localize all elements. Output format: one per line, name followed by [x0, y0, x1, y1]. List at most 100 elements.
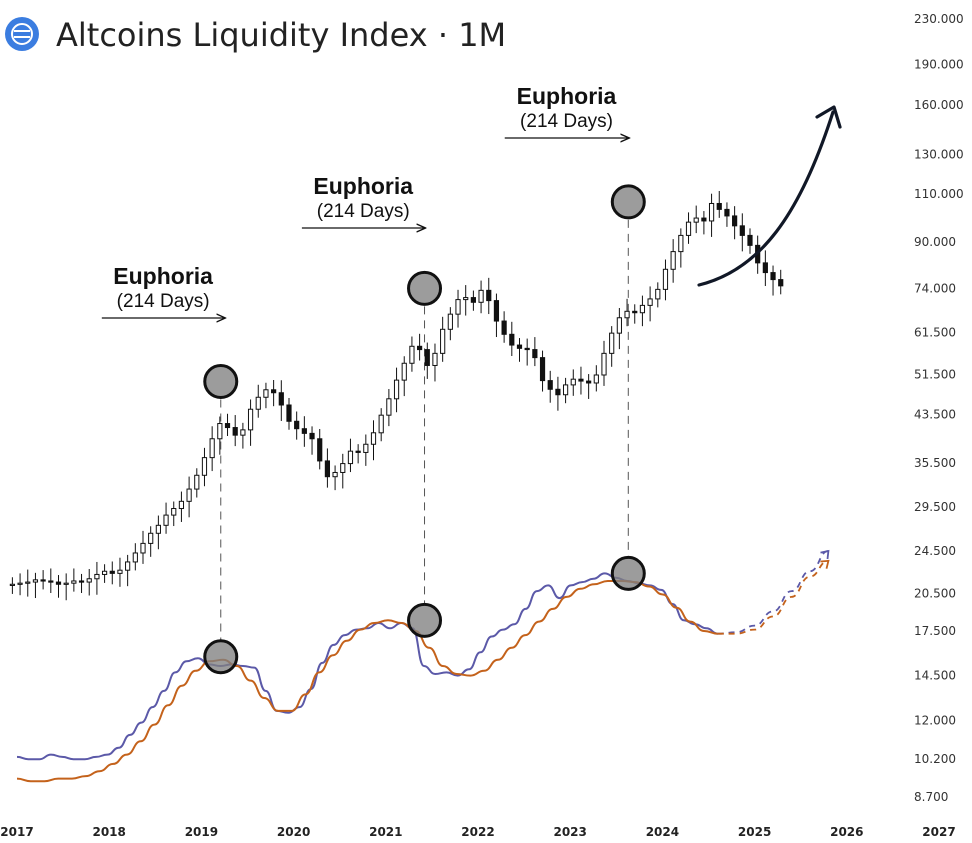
- candle: [378, 408, 384, 442]
- candle: [693, 205, 699, 234]
- candle-body: [455, 299, 461, 315]
- euphoria-annotation: Euphoria(214 Days): [504, 83, 629, 138]
- candle: [148, 526, 154, 557]
- candle-body: [708, 202, 715, 222]
- candle: [762, 250, 768, 287]
- price-candles: [9, 190, 784, 601]
- candle-body: [647, 298, 653, 306]
- x-tick-label: 2026: [830, 825, 863, 839]
- candle: [78, 573, 85, 593]
- y-tick-label: 190.000: [914, 57, 964, 71]
- candle-body: [693, 217, 699, 223]
- candle: [370, 420, 377, 461]
- candle-body: [701, 217, 707, 222]
- candle-body: [524, 347, 530, 351]
- y-tick-label: 29.500: [914, 500, 956, 514]
- indicator-peak-marker: [203, 639, 239, 675]
- projection-arrow: [697, 105, 842, 287]
- candle-body: [601, 352, 607, 376]
- candle-body: [178, 500, 185, 510]
- candle-body: [32, 579, 39, 583]
- candle-body: [624, 310, 630, 319]
- candle: [685, 212, 692, 244]
- candle: [493, 293, 500, 338]
- candle: [555, 376, 561, 411]
- candle: [63, 573, 69, 601]
- candle: [71, 568, 77, 592]
- candle: [224, 413, 231, 437]
- annotation-title: Euphoria: [517, 83, 617, 109]
- candle-body: [194, 474, 200, 490]
- candle: [747, 228, 753, 254]
- candle-body: [501, 320, 507, 335]
- x-axis: 2017 2018 2019 2020 2021 2022 2023 2024 2025 2026…: [0, 825, 955, 839]
- candle-body: [317, 438, 323, 462]
- candle: [632, 304, 638, 324]
- candle: [447, 307, 453, 341]
- y-tick-label: 24.500: [914, 544, 956, 558]
- candle: [601, 340, 607, 386]
- x-tick-label: 2025: [738, 825, 771, 839]
- projection-arrowhead: [820, 559, 830, 569]
- euphoria-annotation: Euphoria(214 Days): [301, 173, 425, 228]
- price-peak-marker: [203, 364, 239, 400]
- candle-body: [470, 297, 476, 303]
- candle-body: [240, 429, 246, 436]
- candle-body: [539, 357, 546, 382]
- y-tick-label: 10.200: [914, 752, 956, 766]
- y-tick-label: 14.500: [914, 669, 956, 683]
- annotation-subtitle: (214 Days): [520, 111, 613, 132]
- candle: [539, 350, 546, 392]
- candle-body: [209, 438, 215, 459]
- y-tick-label: 43.500: [914, 408, 956, 422]
- candle: [340, 453, 346, 489]
- y-tick-label: 130.000: [914, 148, 964, 162]
- candle: [409, 336, 415, 372]
- candle-body: [71, 580, 77, 584]
- candle-body: [17, 582, 23, 585]
- chart-header: Altcoins Liquidity Index · 1M: [5, 16, 506, 54]
- y-tick-label: 90.000: [914, 235, 956, 249]
- candle-body: [739, 225, 745, 236]
- candle: [670, 239, 676, 283]
- candle-body: [86, 578, 92, 583]
- indicator-line: [16, 572, 718, 761]
- candle-body: [101, 570, 108, 575]
- candle-body: [578, 378, 584, 382]
- candle: [117, 557, 123, 587]
- candle-body: [493, 300, 500, 322]
- y-tick-label: 160.000: [914, 98, 964, 112]
- candle-body: [263, 389, 269, 398]
- price-peak-marker: [610, 184, 646, 220]
- y-tick-label: 61.500: [914, 325, 956, 339]
- candle-body: [171, 508, 177, 516]
- candle: [516, 338, 523, 362]
- candle-body: [324, 460, 331, 478]
- candle-body: [655, 288, 661, 300]
- candle: [86, 568, 92, 596]
- candle: [9, 577, 15, 594]
- candle-body: [48, 580, 54, 583]
- candle-body: [186, 488, 192, 502]
- candle-body: [370, 432, 377, 445]
- candle: [217, 416, 223, 455]
- candle-body: [747, 234, 753, 246]
- candle-body: [55, 581, 62, 585]
- candle-body: [662, 268, 669, 290]
- x-tick-label: 2019: [185, 825, 218, 839]
- candle-body: [355, 450, 361, 453]
- candle: [286, 397, 292, 430]
- y-tick-label: 8.700: [914, 790, 948, 804]
- candle-body: [386, 398, 392, 416]
- candle-body: [616, 317, 622, 334]
- candle: [570, 369, 576, 396]
- candle-body: [486, 289, 492, 302]
- annotation-subtitle: (214 Days): [317, 201, 410, 222]
- price-peak-marker: [407, 270, 443, 306]
- candle: [501, 311, 507, 343]
- candle: [586, 374, 592, 399]
- candle-body: [770, 272, 776, 281]
- candle: [163, 502, 169, 534]
- candle-body: [586, 380, 592, 384]
- annotation-subtitle: (214 Days): [117, 291, 210, 312]
